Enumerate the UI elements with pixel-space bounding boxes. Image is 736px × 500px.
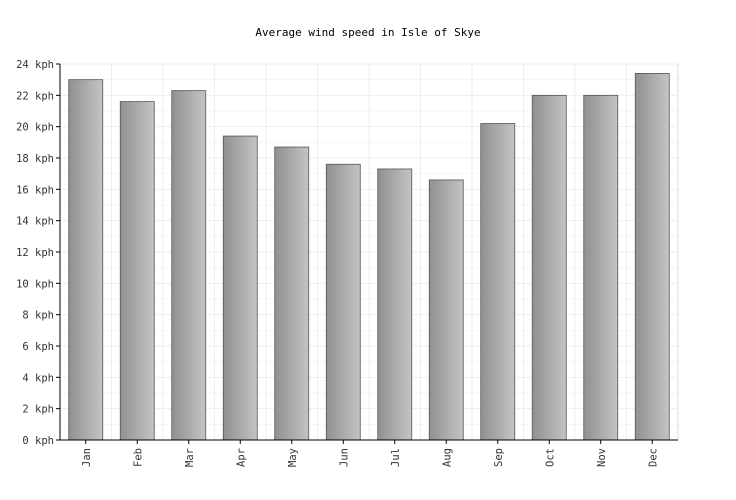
y-tick-label: 24 kph (16, 59, 54, 71)
x-tick-label-dec: Dec (647, 448, 659, 467)
bar-feb (119, 101, 155, 441)
y-tick-label: 14 kph (16, 216, 54, 228)
x-tick-label-jan: Jan (81, 448, 93, 467)
bars (68, 73, 670, 441)
bar-jan (68, 79, 104, 441)
y-tick-label: 8 kph (22, 310, 54, 322)
bar-jun (325, 163, 361, 441)
y-tick-label: 16 kph (16, 184, 54, 196)
y-tick-label: 6 kph (22, 341, 54, 353)
x-tick-label-apr: Apr (235, 448, 247, 467)
y-tick-label: 18 kph (16, 153, 54, 165)
x-tick-label-aug: Aug (441, 448, 453, 467)
x-tick-label-may: May (287, 448, 299, 467)
x-tick-label-jul: Jul (390, 448, 402, 467)
bar-mar (171, 90, 207, 441)
chart-title: Average wind speed in Isle of Skye (255, 26, 480, 39)
axes (59, 64, 678, 441)
y-axis-ticks: 0 kph 2 kph 4 kph 6 kph 8 kph 10 kph 12 kph 14 … (16, 59, 60, 447)
y-tick-label: 10 kph (16, 278, 54, 290)
bar-dec (634, 73, 670, 441)
x-tick-label-feb: Feb (132, 448, 144, 467)
bar-apr (222, 135, 258, 441)
x-tick-label-sep: Sep (493, 448, 505, 467)
bar-oct (531, 94, 567, 441)
x-tick-label-jun: Jun (338, 448, 350, 467)
y-tick-label: 4 kph (22, 372, 54, 384)
bar-may (274, 146, 310, 441)
y-tick-label: 20 kph (16, 122, 54, 134)
y-tick-label: 2 kph (22, 404, 54, 416)
bar-aug (428, 179, 464, 441)
x-tick-label-nov: Nov (596, 448, 608, 467)
y-tick-label: 12 kph (16, 247, 54, 259)
bar-nov (583, 94, 619, 441)
x-tick-label-mar: Mar (184, 448, 196, 467)
bar-sep (480, 123, 516, 441)
y-tick-label: 0 kph (22, 435, 54, 447)
x-tick-label-oct: Oct (544, 448, 556, 467)
x-axis-ticks: Jan Feb Mar Apr May Jun Jul Aug Sep Oct Nov Dec (81, 440, 659, 467)
y-tick-label: 22 kph (16, 90, 54, 102)
bar-jul (377, 168, 413, 441)
